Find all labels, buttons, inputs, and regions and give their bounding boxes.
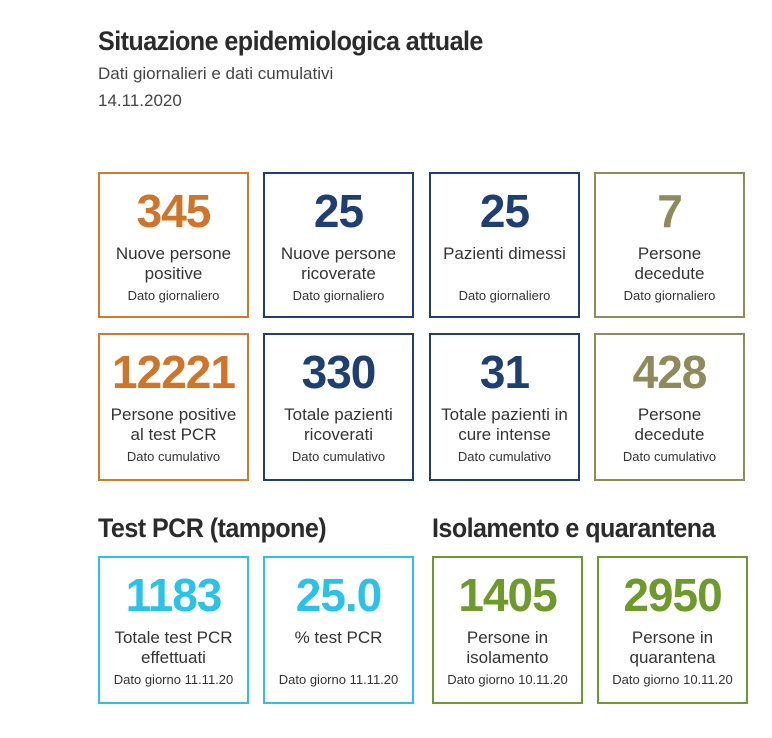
card-value: 345 (136, 185, 212, 237)
card-value: 25 (479, 185, 530, 237)
page-subtitle: Dati giornalieri e dati cumulativi (98, 64, 334, 83)
card-note: Dato cumulativo (126, 449, 221, 464)
card-isolation: 1405 Persone in isolamento Dato giorno 1… (432, 556, 583, 704)
card-value: 330 (301, 346, 377, 398)
card-value: 1405 (458, 569, 557, 621)
card-note: Dato giorno 10.11.20 (447, 672, 568, 687)
card-label: Persone decedute (634, 244, 705, 283)
card-discharged: 25 Pazienti dimessi Dato giornaliero (429, 172, 580, 318)
card-label: Pazienti dimessi (443, 244, 566, 263)
card-note: Dato giorno 11.11.20 (278, 672, 399, 687)
card-value: 1183 (125, 569, 223, 621)
card-total-positive: 12221 Persone positive al test PCR Dato … (98, 333, 249, 481)
card-label: Totale pazienti in cure intense (441, 405, 568, 444)
card-intensive-care: 31 Totale pazienti in cure intense Dato … (429, 333, 580, 481)
card-note: Dato cumulativo (457, 449, 552, 464)
card-new-hospitalized: 25 Nuove persone ricoverate Dato giornal… (263, 172, 414, 318)
card-note: Dato giornaliero (292, 288, 385, 303)
card-deaths-total: 428 Persone decedute Dato cumulativo (594, 333, 745, 481)
card-total-hospitalized: 330 Totale pazienti ricoverati Dato cumu… (263, 333, 414, 481)
card-new-positive: 345 Nuove persone positive Dato giornali… (98, 172, 249, 318)
card-note: Dato giornaliero (127, 288, 220, 303)
card-value: 428 (632, 346, 708, 398)
card-quarantine: 2950 Persone in quarantena Dato giorno 1… (597, 556, 748, 704)
card-label: Persone positive al test PCR (110, 405, 237, 444)
card-label: Nuove persone ricoverate (280, 244, 397, 283)
card-pcr-total: 1183 Totale test PCR effettuati Dato gio… (98, 556, 249, 704)
card-value: 25 (313, 185, 364, 237)
card-note: Dato giornaliero (458, 288, 551, 303)
isolation-section-title: Isolamento e quarantena (432, 513, 716, 543)
card-value: 25.0 (295, 569, 383, 621)
card-note: Dato cumulativo (622, 449, 717, 464)
card-label: Totale test PCR effettuati (114, 628, 233, 667)
card-label: % test PCR (294, 628, 383, 647)
card-label: Persone in isolamento (466, 628, 549, 667)
page-title: Situazione epidemiologica attuale (98, 26, 483, 56)
card-value: 7 (657, 185, 683, 237)
report-date: 14.11.2020 (98, 91, 182, 110)
card-note: Dato cumulativo (291, 449, 386, 464)
card-label: Persone in quarantena (629, 628, 716, 667)
card-label: Nuove persone positive (115, 244, 232, 283)
card-note: Dato giorno 10.11.20 (612, 672, 733, 687)
card-label: Totale pazienti ricoverati (284, 405, 393, 444)
card-pcr-percent: 25.0 % test PCR Dato giorno 11.11.20 (263, 556, 414, 704)
card-value: 2950 (623, 569, 722, 621)
card-note: Dato giornaliero (623, 288, 716, 303)
card-note: Dato giorno 11.11.20 (113, 672, 234, 687)
card-value: 12221 (112, 346, 236, 398)
card-label: Persone decedute (634, 405, 705, 444)
card-deaths-daily: 7 Persone decedute Dato giornaliero (594, 172, 745, 318)
card-value: 31 (479, 346, 530, 398)
pcr-section-title: Test PCR (tampone) (98, 513, 327, 543)
